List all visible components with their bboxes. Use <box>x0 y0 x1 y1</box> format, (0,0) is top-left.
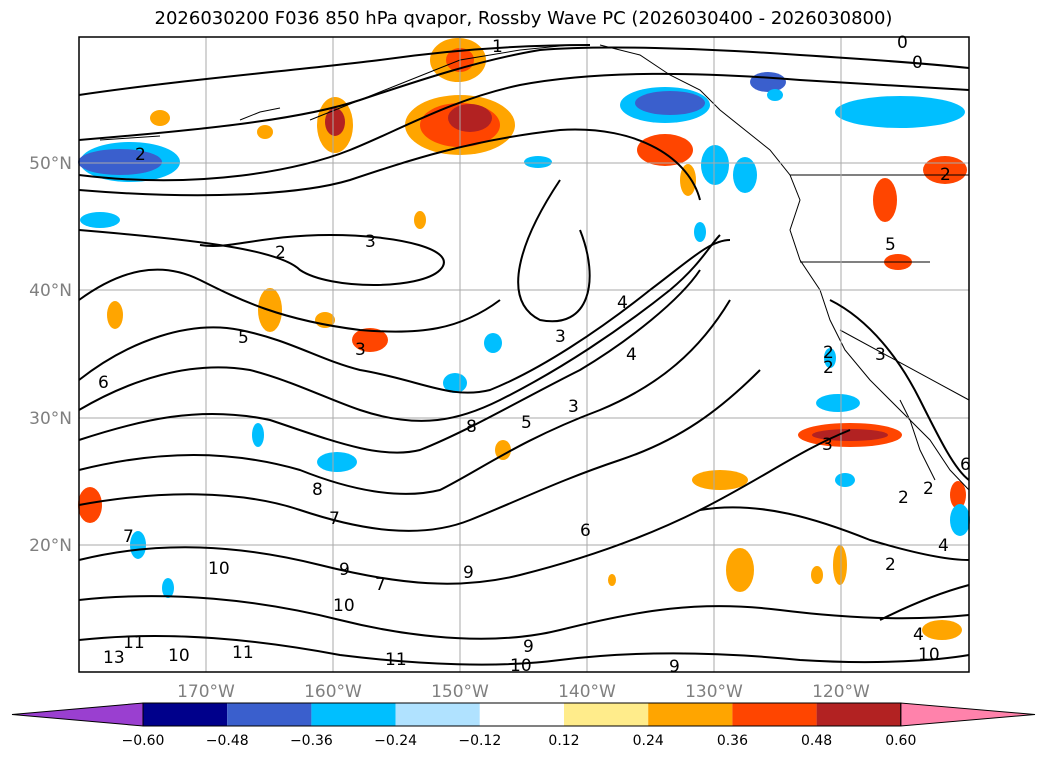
contour-label: 3 <box>568 397 579 417</box>
colorbar-tick-label: 0.36 <box>717 733 748 749</box>
contour-label: 9 <box>339 560 350 580</box>
contour-label: 5 <box>885 235 896 255</box>
contour-label: 4 <box>626 345 637 365</box>
colorbar-segment <box>479 703 564 726</box>
contour-label: 2 <box>823 343 834 363</box>
map-frame <box>78 36 970 673</box>
lat-tick-label: 20°N <box>29 536 72 556</box>
lon-tick-label: 130°W <box>685 682 743 702</box>
lat-tick-label: 30°N <box>29 409 72 429</box>
contour-label: 9 <box>523 637 534 657</box>
contour-label: 6 <box>580 521 591 541</box>
contour-label: 10 <box>168 646 190 666</box>
colorbar-segment <box>143 703 228 726</box>
contour-label: 0 <box>897 33 908 53</box>
graticule <box>79 37 969 672</box>
lon-tick-label: 150°W <box>431 682 489 702</box>
colorbar-extend-high <box>900 702 1036 727</box>
contour-label: 11 <box>385 650 407 670</box>
contour-label: 3 <box>355 340 366 360</box>
contour-label: 2 <box>885 555 896 575</box>
lon-tick-labels: 170°W 160°W 150°W 140°W 130°W 120°W <box>177 682 870 702</box>
coastlines <box>99 44 970 491</box>
colorbar-tick-label: −0.60 <box>122 733 165 749</box>
lat-tick-label: 40°N <box>29 281 72 301</box>
contour-label: 8 <box>466 417 477 437</box>
colorbar-extend-low <box>11 702 144 727</box>
contour-label: 2 <box>823 358 834 378</box>
contour-label: 2 <box>898 488 909 508</box>
contour-label: 3 <box>555 327 566 347</box>
contour-label: 5 <box>521 413 532 433</box>
colorbar: −0.60 −0.48 −0.36 −0.24 −0.12 0.12 0.24 0.36 0.4… <box>11 702 1036 749</box>
colorbar-segment <box>648 703 733 726</box>
contour-label: 11 <box>123 633 145 653</box>
colorbar-tick-label: −0.12 <box>458 733 501 749</box>
contour-label: 13 <box>103 648 125 668</box>
contour-label: 4 <box>938 536 949 556</box>
colorbar-segment <box>395 703 480 726</box>
qvapor-contours <box>78 44 970 666</box>
contour-label: 2 <box>135 145 146 165</box>
contour-label: 7 <box>329 509 340 529</box>
contour-label: 6 <box>960 455 971 475</box>
contour-label: 0 <box>912 53 923 73</box>
contour-label: 2 <box>940 165 951 185</box>
contour-label: 10 <box>208 559 230 579</box>
contour-label: 3 <box>365 232 376 252</box>
contour-label: 10 <box>510 656 532 676</box>
colorbar-tick-label: −0.48 <box>206 733 249 749</box>
lon-tick-label: 120°W <box>812 682 870 702</box>
colorbar-tick-label: −0.24 <box>374 733 417 749</box>
contour-label: 2 <box>923 479 934 499</box>
contour-label: 10 <box>333 596 355 616</box>
contour-label: 5 <box>238 328 249 348</box>
contour-labels: 1 0 0 2 2 3 2 5 5 4 4 3 3 6 8 5 3 7 8 7 … <box>98 33 971 677</box>
contour-label: 3 <box>822 435 833 455</box>
contour-label: 11 <box>232 643 254 663</box>
colorbar-segment <box>816 703 901 726</box>
colorbar-tick-label: −0.36 <box>290 733 333 749</box>
contour-label: 9 <box>669 657 680 677</box>
lat-tick-label: 50°N <box>29 154 72 174</box>
lat-tick-labels: 50°N 40°N 30°N 20°N <box>29 154 72 556</box>
contour-label: 1 <box>492 37 503 57</box>
colorbar-segment <box>732 703 817 726</box>
lon-tick-label: 170°W <box>177 682 235 702</box>
contour-label: 4 <box>913 625 924 645</box>
colorbar-tick-label: 0.24 <box>633 733 664 749</box>
colorbar-tick-label: 0.60 <box>885 733 916 749</box>
contour-label: 3 <box>875 345 886 365</box>
contour-label: 4 <box>617 293 628 313</box>
colorbar-segment <box>564 703 649 726</box>
colorbar-outline <box>142 702 902 727</box>
contour-label: 6 <box>98 373 109 393</box>
colorbar-tick-label: 0.48 <box>801 733 832 749</box>
lon-tick-label: 140°W <box>558 682 616 702</box>
colorbar-segment <box>227 703 312 726</box>
contour-label: 7 <box>123 527 134 547</box>
contour-label: 8 <box>312 480 323 500</box>
map-background <box>79 37 969 672</box>
colorbar-tick-label: 0.12 <box>548 733 579 749</box>
contour-label: 2 <box>275 243 286 263</box>
anomaly-shading <box>78 38 970 640</box>
map-title: 2026030200 F036 850 hPa qvapor, Rossby W… <box>154 8 893 29</box>
contour-label: 7 <box>375 575 386 595</box>
contour-label: 9 <box>463 563 474 583</box>
colorbar-segment <box>311 703 396 726</box>
contour-label: 10 <box>918 645 940 665</box>
lon-tick-label: 160°W <box>304 682 362 702</box>
